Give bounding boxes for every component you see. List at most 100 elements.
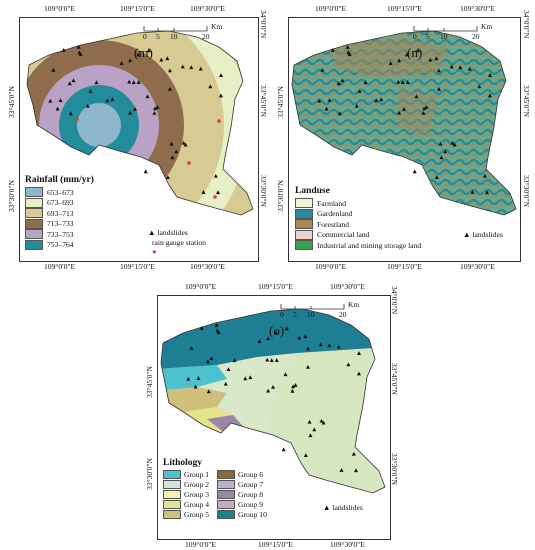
legend-swatch [217,510,235,519]
landslide-marker [206,389,211,394]
legend-label: Group 10 [238,510,267,519]
landslide-marker [189,65,194,70]
legend-label: Forestland [317,219,350,229]
right-tick-2: 33°45'0"N [522,85,531,117]
top-tick-1: 109°0'0"E [315,4,347,13]
landslide-marker [336,344,341,349]
landslide-markers-o [186,322,362,473]
landslide-marker [243,376,248,381]
scale-unit: Km [211,22,223,31]
landslide-marker [354,468,359,473]
landslide-marker [452,142,457,147]
landslide-marker [291,384,296,389]
landslide-marker [205,359,210,364]
landslides-key-m: ▲ landslides [148,228,188,237]
landslide-marker [293,383,298,387]
left-tick-1: 33°45'0"N [145,366,154,398]
legend-item: 673–693 [25,197,94,209]
legend-label: Farmland [317,198,347,208]
landslides-key-o: ▲ landslides [323,503,363,512]
landslide-marker [400,80,405,85]
landslide-marker [248,375,253,380]
landslide-marker [223,381,228,386]
landslide-marker [339,468,344,472]
legend-label: Group 8 [238,490,264,499]
bottom-tick-1: 109°0'0"E [44,262,76,271]
landslide-marker [215,328,220,333]
legend-swatch [163,470,181,479]
scale-label-0: 0 [143,32,147,41]
legend-label: Group 2 [184,480,210,489]
right-tick-2: 33°45'0"N [259,85,268,117]
landslide-marker [145,94,150,99]
legend-item: Group 9 [217,500,269,509]
landslide-marker [58,98,63,102]
bottom-tick-2: 109°15'0"E [120,262,155,271]
landslide-marker [321,420,326,425]
landslide-marker [345,44,350,49]
legend-swatch [25,229,43,240]
scale-bar-graphic [143,26,208,32]
scale-bar-o: 0 5 10 20 Km [280,300,370,324]
landslide-marker [165,56,170,61]
landslide-marker [186,376,191,381]
legend-n: Landuse Farmland Gardenland Forestland Comm… [295,186,421,251]
landslide-marker [169,141,174,146]
legend-swatch [163,510,181,519]
legend-item: Group 1 [163,470,215,479]
legend-swatch [295,240,313,251]
legend-label: Group 7 [238,480,264,489]
right-tick-1: 34°0'0"N [522,10,531,39]
landslide-marker [443,149,448,154]
landslide-marker [470,190,475,194]
scale-label-5: 5 [293,310,297,319]
landslide-marker [357,351,362,355]
landslide-marker [305,364,310,369]
landslide-marker [67,81,72,86]
landslide-marker [71,78,76,83]
legend-label: Group 1 [184,470,210,479]
legend-label: 693–713 [47,208,74,218]
legend-item: Group 4 [163,500,215,509]
landslide-marker [208,84,213,89]
bottom-tick-3: 109°30'0"E [330,540,365,549]
landslide-marker [128,58,133,63]
landslide-marker [281,447,286,452]
landslide-marker [174,149,179,154]
legend-item: Group 3 [163,490,215,499]
landslide-marker [189,345,194,350]
landslide-marker [436,68,441,73]
landslide-marker [346,362,351,367]
landslide-marker [428,57,433,62]
legend-label: 733–753 [47,229,74,239]
landslide-marker [180,64,185,69]
legend-swatch [25,187,43,198]
scale-label-0: 0 [280,310,284,319]
legend-title-m: Rainfall (mm/yr) [25,175,94,185]
landslide-marker [226,367,231,372]
landslide-marker [363,80,368,85]
landslide-marker [388,61,393,65]
landslide-marker [110,97,115,102]
right-tick-3: 33°30'0"N [390,453,399,485]
legend-label: 653–673 [47,187,74,197]
legend-label: 713–733 [47,219,74,229]
landslide-marker [397,110,402,115]
scale-bar-graphic [413,26,478,32]
landslide-marker [269,358,274,363]
landslide-marker [266,388,271,393]
legend-swatch [217,500,235,509]
landslide-marker [320,67,325,72]
legend-item: 653–673 [25,187,94,198]
landslide-marker [94,80,99,85]
landslide-marker [153,106,158,111]
gauge-key: rain gauge station ● [152,238,206,256]
landslide-marker [143,169,148,174]
scale-label-5: 5 [156,32,160,41]
landslide-marker [487,93,492,98]
legend-swatch [295,219,313,230]
landslide-marker [105,98,110,103]
landslide-marker [347,52,352,57]
landslide-marker [397,58,402,63]
landslide-marker [346,50,351,55]
